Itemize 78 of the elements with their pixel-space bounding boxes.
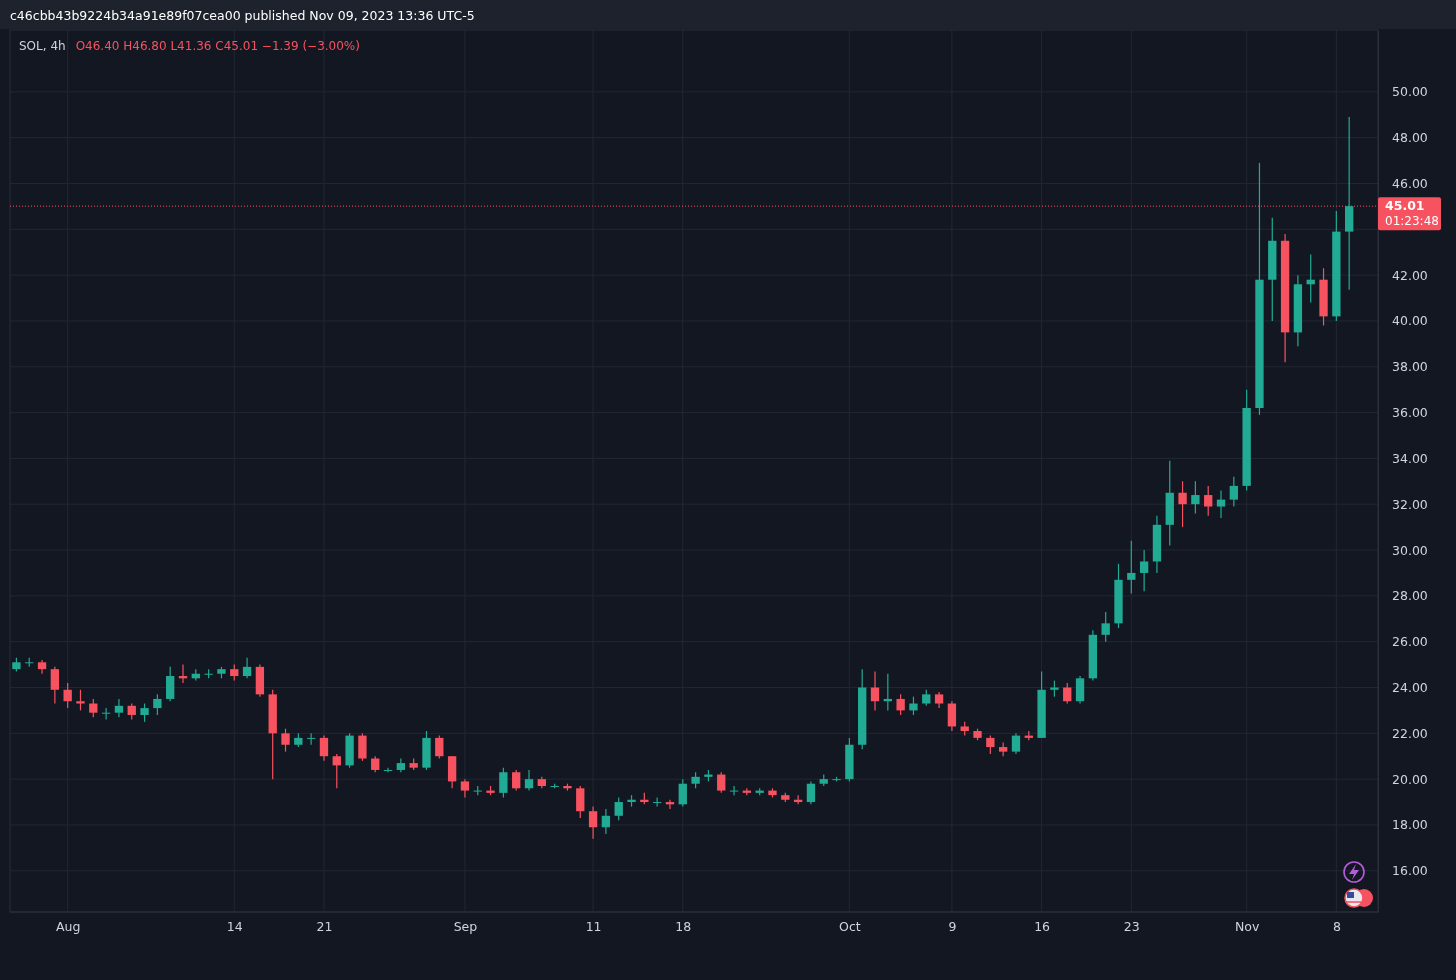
- candlestick: [166, 666, 175, 702]
- candlestick: [1075, 675, 1085, 705]
- candlestick: [909, 696, 918, 716]
- candlestick: [896, 693, 905, 716]
- candlestick: [1127, 540, 1136, 595]
- candlestick: [1216, 489, 1226, 519]
- candlestick: [986, 735, 995, 755]
- x-tick-label: 23: [1123, 918, 1140, 934]
- candlestick: [101, 707, 111, 721]
- candlestick: [1011, 732, 1021, 755]
- candlestick: [614, 796, 623, 821]
- y-tick-label: 34.00: [1392, 450, 1428, 466]
- candlestick: [601, 808, 611, 835]
- y-tick-label: 20.00: [1392, 771, 1428, 787]
- x-tick-label: Aug: [55, 918, 81, 934]
- candlestick: [947, 700, 957, 732]
- candlestick: [1204, 485, 1213, 517]
- y-tick-label: 50.00: [1392, 84, 1428, 100]
- candlestick: [678, 778, 687, 808]
- candlestick: [1178, 480, 1187, 528]
- x-tick-label: 9: [948, 918, 957, 934]
- y-tick-label: 32.00: [1392, 496, 1428, 512]
- x-tick-label: 21: [316, 918, 333, 934]
- text: 01:23:48: [1385, 214, 1439, 229]
- y-tick-label: 24.00: [1392, 679, 1428, 695]
- y-tick-label: 40.00: [1392, 313, 1428, 329]
- y-tick-label: 46.00: [1392, 175, 1428, 191]
- candlestick: [870, 670, 880, 711]
- text: SOL, 4h: [19, 39, 66, 53]
- candlestick: [512, 769, 521, 792]
- text: c46cbb43b9224b34a91e89f07cea00 published Nov 09, 2023 13:36 UTC-5: [10, 8, 475, 23]
- y-tick-label: 22.00: [1392, 725, 1428, 741]
- y-tick-label: 16.00: [1392, 863, 1428, 879]
- candlestick: [1063, 682, 1072, 705]
- candlestick: [89, 698, 98, 718]
- y-tick-label: 26.00: [1392, 634, 1428, 650]
- candlestick: [383, 767, 393, 773]
- candlestick: [1191, 480, 1200, 514]
- ref-line-label: 45.01: [1385, 198, 1425, 214]
- x-tick-label: Nov: [1234, 918, 1260, 934]
- y-tick-label: 42.00: [1392, 267, 1428, 283]
- candlestick: [63, 682, 72, 709]
- y-tick-label: 28.00: [1392, 588, 1428, 604]
- candlestick: [319, 735, 329, 762]
- candlestick: [499, 767, 508, 799]
- candlestick: [332, 753, 341, 789]
- candlestick: [242, 657, 252, 679]
- candlestick: [140, 702, 149, 723]
- candlestick: [281, 728, 290, 753]
- candlestick: [1229, 476, 1238, 508]
- candlestick: [76, 689, 85, 711]
- x-tick-label: 8: [1332, 918, 1341, 934]
- candlestick: [435, 735, 444, 760]
- candlestick: [358, 732, 367, 762]
- candlestick: [460, 778, 470, 799]
- candlestick: [50, 666, 60, 705]
- candlestick: [588, 806, 598, 840]
- y-tick-label: 36.00: [1392, 405, 1428, 421]
- x-tick-label: 14: [226, 918, 243, 934]
- annotation: O46.40 H46.80 L41.36 C45.01 −1.39 (−3.00%): [75, 39, 360, 53]
- y-tick-label: 38.00: [1392, 359, 1428, 375]
- candlestick: [576, 785, 585, 819]
- candlestick: [717, 771, 726, 794]
- candlestick: [524, 769, 534, 792]
- candlestick: [114, 698, 124, 718]
- x-tick-label: 11: [585, 918, 602, 934]
- x-tick-label: 18: [675, 918, 692, 934]
- x-tick-label: 16: [1034, 918, 1051, 934]
- candlestick: [1139, 549, 1149, 592]
- candlestick: [1101, 611, 1110, 643]
- y-tick-label: 48.00: [1392, 130, 1428, 146]
- candlestick: [153, 693, 162, 716]
- candlestick: [729, 785, 739, 796]
- y-tick-label: 18.00: [1392, 817, 1428, 833]
- x-tick-label: Sep: [453, 918, 478, 934]
- x-tick-label: Oct: [839, 918, 861, 934]
- y-tick-label: 30.00: [1392, 542, 1428, 558]
- candlestick: [806, 780, 816, 805]
